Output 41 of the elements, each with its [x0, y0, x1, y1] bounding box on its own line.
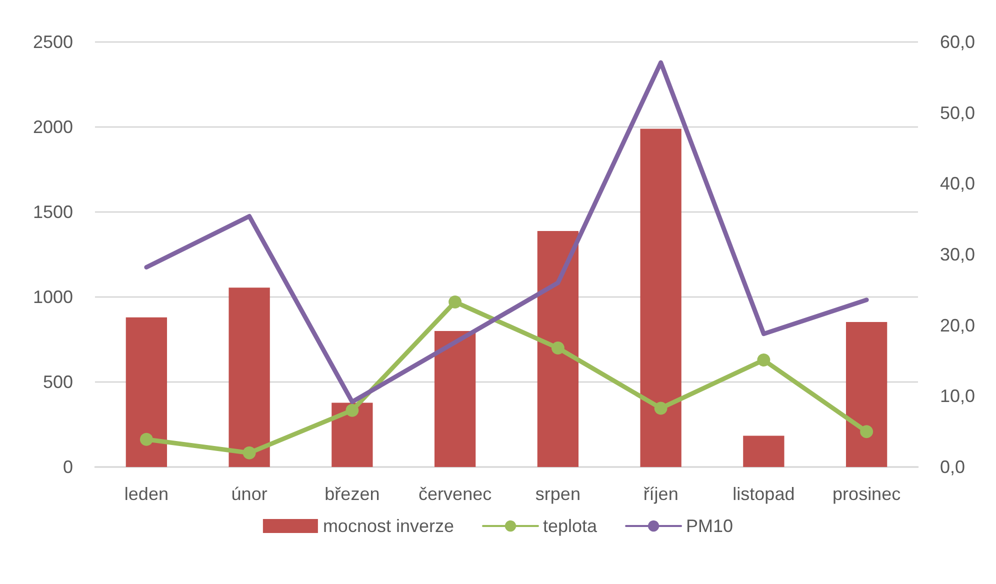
y-tick-label: 1500 [32, 202, 73, 222]
bar [126, 317, 168, 467]
y2-tick-label: 0,0 [940, 457, 966, 477]
y-tick-label: 2000 [32, 117, 73, 137]
x-tick-label: srpen [535, 484, 580, 504]
y-tick-label: 0 [62, 457, 73, 477]
y-tick-label: 1000 [32, 287, 73, 307]
legend-label: teplota [542, 516, 598, 536]
point [757, 354, 770, 367]
x-tick-label: únor [231, 484, 268, 504]
y2-tick-label: 40,0 [940, 174, 976, 194]
point [654, 402, 668, 415]
bar [640, 128, 682, 467]
y2-tick-label: 20,0 [940, 315, 976, 336]
bar [434, 331, 476, 467]
point [346, 404, 359, 417]
bar [537, 231, 579, 467]
bar [332, 402, 373, 467]
x-tick-label: leden [124, 484, 168, 504]
y2-tick-label: 30,0 [940, 244, 976, 264]
y2-tick-label: 10,0 [940, 386, 976, 406]
bar [846, 322, 888, 467]
point [242, 446, 256, 460]
y-tick-label: 2500 [32, 32, 73, 52]
line-series [144, 60, 869, 404]
x-tick-label: březen [324, 484, 380, 504]
bar [743, 436, 784, 467]
x-tick-label: říjen [643, 484, 678, 504]
legend-label: PM10 [686, 516, 734, 536]
x-tick-label: listopad [732, 484, 795, 504]
y-tick-label: 500 [42, 372, 73, 392]
legend-label: mocnost inverze [322, 516, 454, 536]
point [140, 432, 153, 446]
y2-tick-label: 60,0 [940, 32, 976, 52]
x-tick-label: červenec [418, 484, 492, 504]
point [551, 342, 564, 354]
bar [228, 288, 270, 467]
x-tick-label: prosinec [832, 484, 901, 504]
point [448, 295, 462, 308]
point [860, 425, 874, 438]
y2-tick-label: 50,0 [940, 102, 976, 123]
